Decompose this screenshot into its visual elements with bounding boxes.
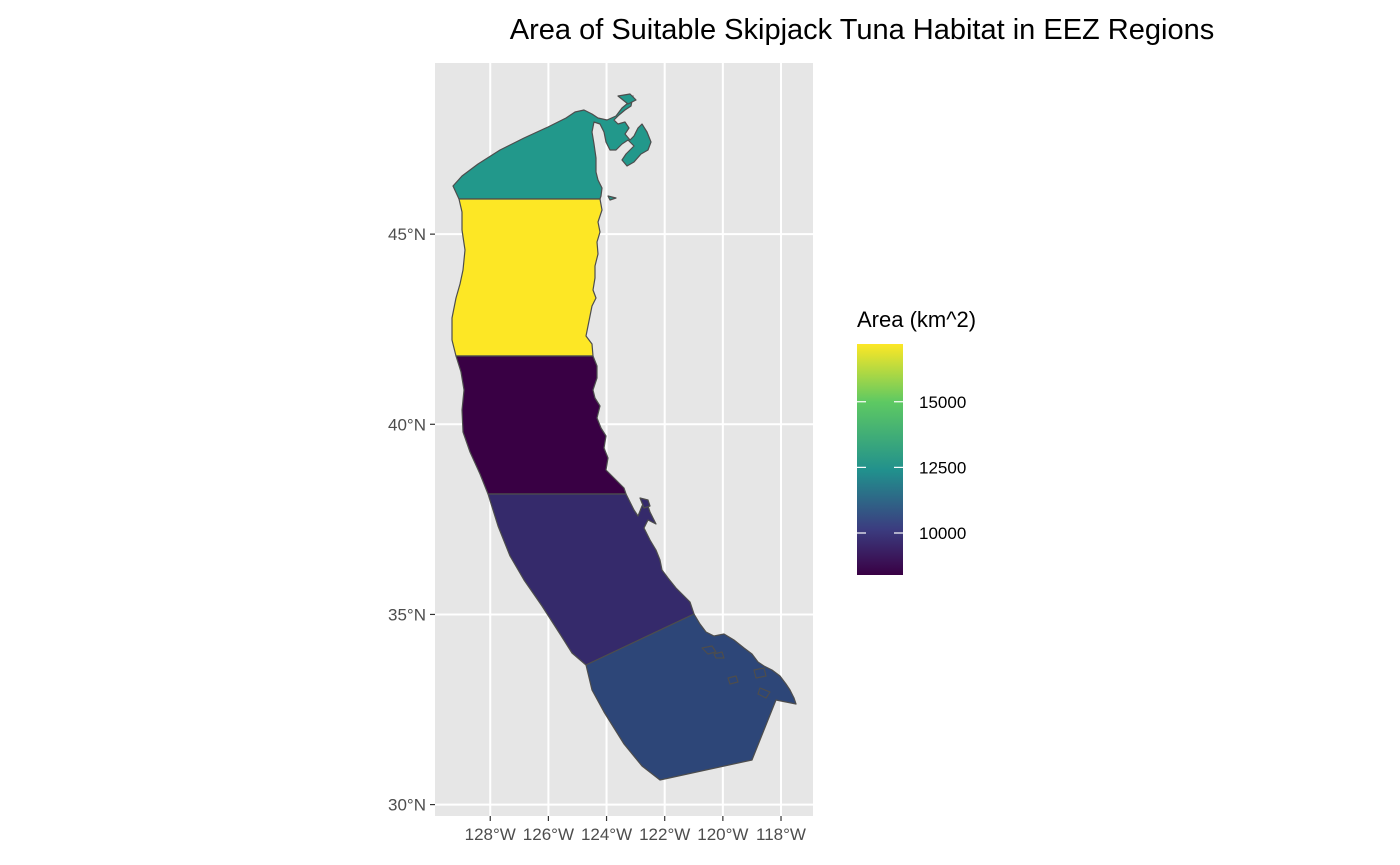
region-northern-california	[455, 355, 627, 495]
tick-label-y-3: 45°N	[388, 225, 426, 244]
island-washington-1	[617, 93, 637, 105]
legend-label-1: 12500	[919, 458, 966, 477]
island-central-1	[639, 497, 651, 509]
axis-ticks: 128°W 126°W 124°W 122°W 120°W 118°W 30°N 35°N 40…	[388, 225, 806, 844]
region-oregon	[451, 198, 603, 357]
island-channel-1	[701, 645, 717, 655]
legend-title: Area (km^2)	[857, 307, 976, 332]
island-channel-2	[713, 651, 725, 659]
island-channel-4	[753, 667, 767, 679]
region-central-california	[487, 493, 695, 666]
legend-breaks: 10000 12500 15000	[857, 393, 966, 543]
tick-label-x-4: 120°W	[697, 825, 748, 844]
eez-regions	[451, 93, 797, 781]
tick-label-y-1: 35°N	[388, 605, 426, 624]
tick-label-y-2: 40°N	[388, 415, 426, 434]
region-washington	[452, 95, 652, 200]
tick-label-x-5: 118°W	[756, 825, 806, 844]
legend-label-2: 15000	[919, 393, 966, 412]
legend-colorbar	[857, 344, 903, 575]
tick-label-y-0: 30°N	[388, 796, 426, 815]
legend-label-0: 10000	[919, 524, 966, 543]
tick-label-x-3: 122°W	[639, 825, 690, 844]
tick-label-x-0: 128°W	[465, 825, 516, 844]
island-channel-5	[757, 687, 771, 699]
legend: Area (km^2) 10000 12500 15000	[857, 307, 976, 575]
tick-label-x-2: 124°W	[581, 825, 632, 844]
tick-label-x-1: 126°W	[523, 825, 574, 844]
island-washington-2	[607, 195, 617, 201]
region-southern-california	[585, 613, 797, 781]
map-title: Area of Suitable Skipjack Tuna Habitat i…	[510, 14, 1214, 46]
island-channel-3	[727, 675, 739, 685]
